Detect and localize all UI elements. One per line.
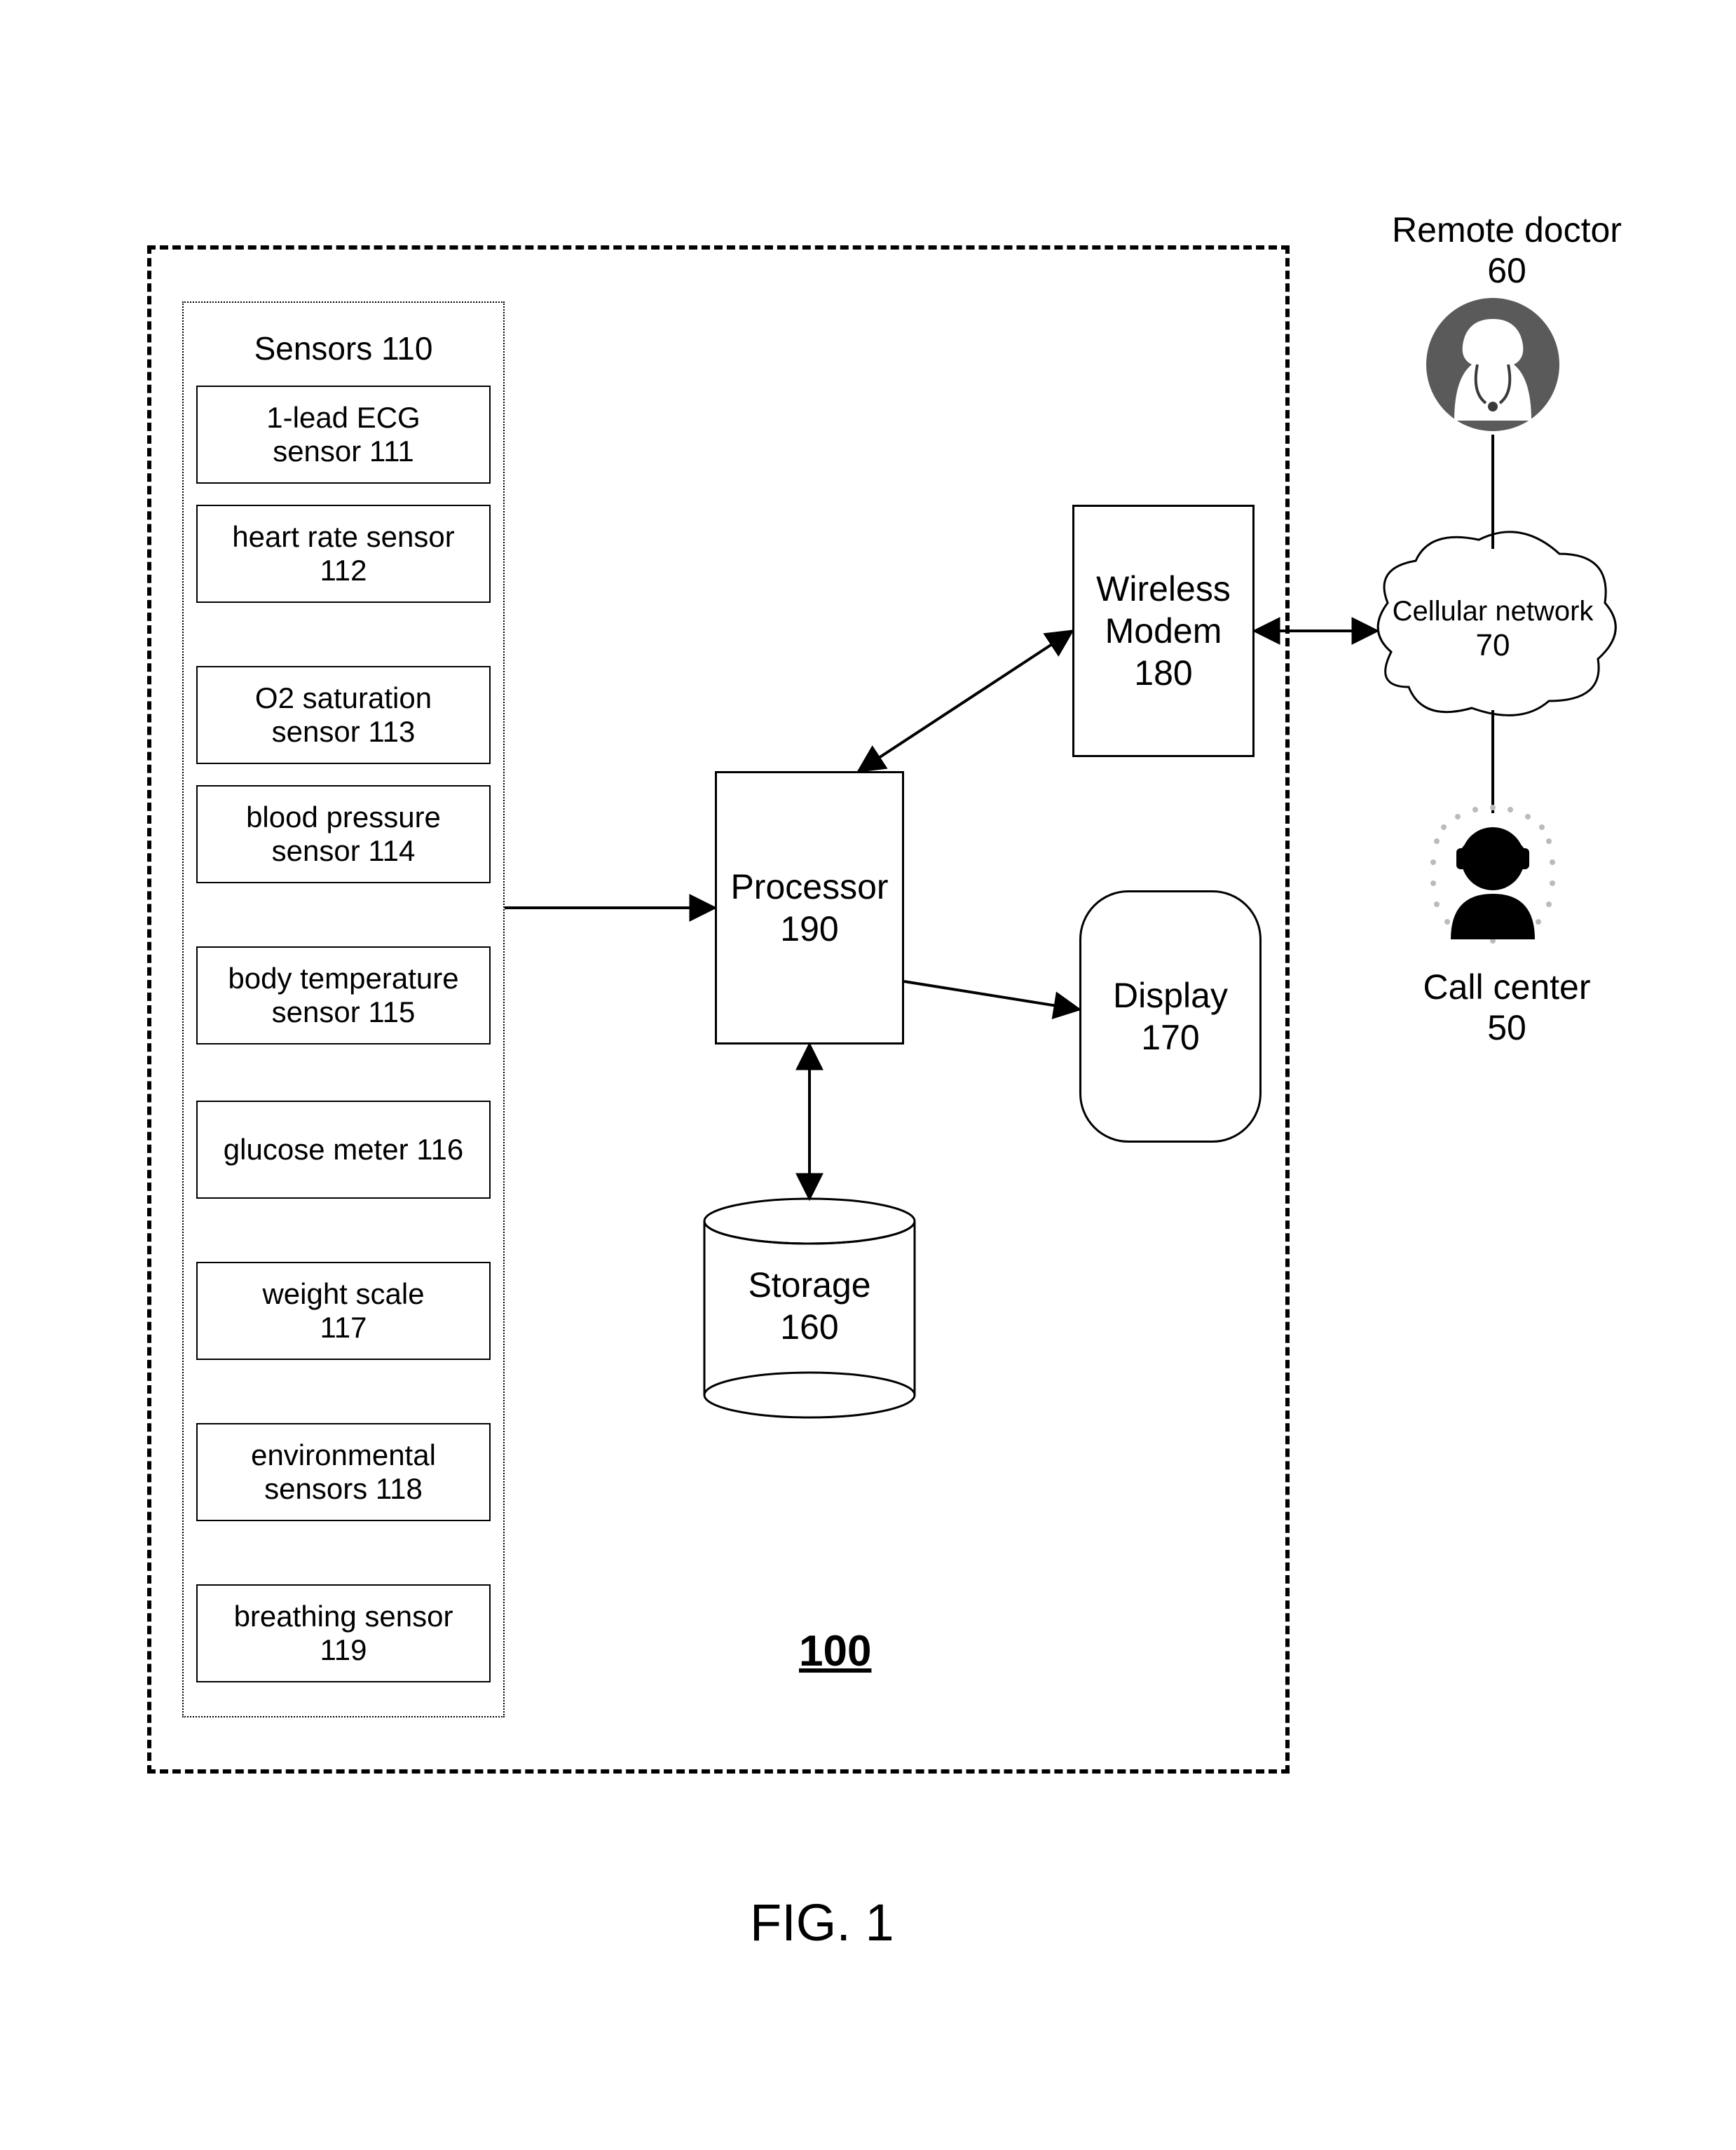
display-block: Display170: [1079, 890, 1262, 1143]
diagram-page: Sensors 110 1-lead ECGsensor 111 heart r…: [0, 0, 1736, 2150]
sensor-bp: blood pressuresensor 114: [196, 785, 491, 883]
system-id-label: 100: [799, 1626, 871, 1676]
processor-block: Processor190: [715, 771, 904, 1045]
call-center-icon: [1430, 805, 1555, 944]
sensors-title: Sensors 110: [231, 329, 456, 367]
sensor-body-temp: body temperaturesensor 115: [196, 946, 491, 1045]
call-center-label: Call center50: [1423, 967, 1591, 1048]
remote-doctor-label: Remote doctor60: [1388, 210, 1626, 291]
figure-label: FIG. 1: [750, 1893, 894, 1952]
sensor-glucose: glucose meter 116: [196, 1101, 491, 1199]
cloud-label-line1: Cellular network: [1393, 596, 1594, 627]
sensor-ecg: 1-lead ECGsensor 111: [196, 386, 491, 484]
wireless-modem-block: WirelessModem180: [1072, 505, 1255, 757]
sensor-heart-rate: heart rate sensor112: [196, 505, 491, 603]
cellular-network-cloud: Cellular network 70: [1378, 532, 1615, 716]
cloud-label-line2: 70: [1476, 628, 1510, 662]
sensor-weight: weight scale117: [196, 1262, 491, 1360]
sensor-o2: O2 saturationsensor 113: [196, 666, 491, 764]
remote-doctor-icon: [1426, 298, 1559, 431]
sensor-env: environmentalsensors 118: [196, 1423, 491, 1521]
sensor-breathing: breathing sensor119: [196, 1584, 491, 1682]
